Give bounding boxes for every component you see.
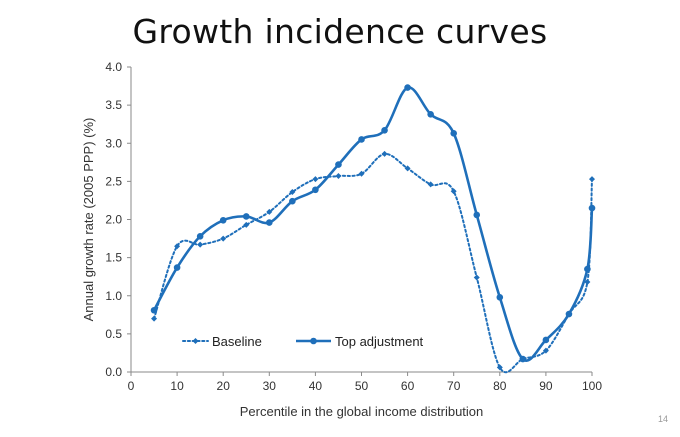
chart-axes: 0 10 20 30 40 50 60 70 80 90 100 0.0 0.5 1.0 1.5 2.0 2.5… — [105, 60, 602, 393]
top-adjustment-point — [196, 232, 204, 240]
baseline-point — [289, 189, 296, 196]
top-adjustment-point — [358, 136, 365, 143]
top-adjustment-point — [496, 293, 504, 301]
baseline-point — [220, 235, 227, 242]
legend-top-adjustment-swatch-marker — [310, 337, 317, 345]
baseline-point — [381, 150, 388, 157]
x-tick-label: 60 — [401, 379, 415, 393]
baseline-point — [496, 364, 503, 371]
baseline-point — [266, 208, 273, 215]
baseline-point — [450, 188, 457, 195]
series-top-adjustment — [150, 84, 596, 363]
legend-top-adjustment-label: Top adjustment — [335, 334, 424, 349]
baseline-line — [153, 152, 593, 374]
top-adjustment-point — [173, 264, 181, 271]
x-tick-label: 50 — [355, 379, 369, 393]
y-tick-label: 3.0 — [105, 136, 122, 150]
y-tick-label: 2.5 — [105, 174, 122, 188]
slide-number: 14 — [657, 414, 668, 424]
chart-series — [150, 84, 596, 374]
y-tick-label: 3.5 — [105, 98, 122, 112]
top-adjustment-point — [584, 265, 591, 273]
top-adjustment-point — [219, 216, 227, 224]
y-axis-title: Annual growth rate (2005 PPP) (%) — [81, 118, 96, 322]
x-tick-label: 70 — [447, 379, 461, 393]
baseline-point — [197, 241, 204, 248]
top-adjustment-point — [473, 211, 481, 219]
baseline-point — [174, 243, 181, 250]
baseline-point — [312, 176, 319, 183]
baseline-point — [542, 347, 549, 354]
top-adjustment-point — [519, 355, 527, 363]
baseline-point — [404, 165, 411, 172]
x-tick-label: 10 — [170, 379, 184, 393]
x-tick-label: 0 — [128, 379, 135, 393]
baseline-point — [427, 181, 434, 188]
y-tick-label: 0.0 — [105, 365, 122, 379]
legend-baseline-swatch-marker — [192, 338, 199, 344]
baseline-point — [584, 279, 591, 286]
baseline-point — [358, 170, 365, 177]
x-tick-label: 40 — [309, 379, 323, 393]
x-axis-title: Percentile in the global income distribu… — [240, 404, 484, 419]
top-adjustment-point — [450, 130, 458, 137]
top-adjustment-point — [335, 161, 342, 168]
baseline-point — [243, 221, 250, 228]
y-tick-label: 1.5 — [105, 251, 122, 265]
chart-legend: Baseline Top adjustment — [182, 334, 424, 349]
x-tick-label: 90 — [539, 379, 553, 393]
x-tick-label: 80 — [493, 379, 507, 393]
top-adjustment-point — [381, 126, 388, 134]
x-tick-label: 20 — [217, 379, 231, 393]
top-adjustment-point — [542, 336, 550, 344]
y-tick-label: 1.0 — [105, 289, 122, 303]
top-adjustment-point — [588, 204, 596, 212]
top-adjustment-point — [565, 310, 573, 318]
series-baseline — [151, 150, 595, 374]
x-tick-label: 30 — [263, 379, 277, 393]
slide-title: Growth incidence curves — [132, 12, 548, 51]
x-tick-label: 100 — [582, 379, 602, 393]
top-adjustment-point — [150, 306, 158, 314]
y-tick-label: 0.5 — [105, 327, 122, 341]
top-adjustment-point — [289, 197, 296, 205]
baseline-point — [473, 274, 480, 281]
y-tick-label: 4.0 — [105, 60, 122, 74]
top-adjustment-point — [242, 213, 250, 220]
legend-baseline-label: Baseline — [212, 334, 262, 349]
baseline-point — [151, 315, 158, 322]
top-adjustment-line — [152, 86, 594, 362]
top-adjustment-point — [404, 84, 411, 91]
baseline-point — [335, 173, 342, 180]
top-adjustment-point — [427, 110, 434, 118]
y-tick-label: 2.0 — [105, 213, 122, 227]
top-adjustment-point — [266, 219, 273, 226]
baseline-point — [589, 176, 595, 183]
top-adjustment-point — [312, 186, 319, 194]
